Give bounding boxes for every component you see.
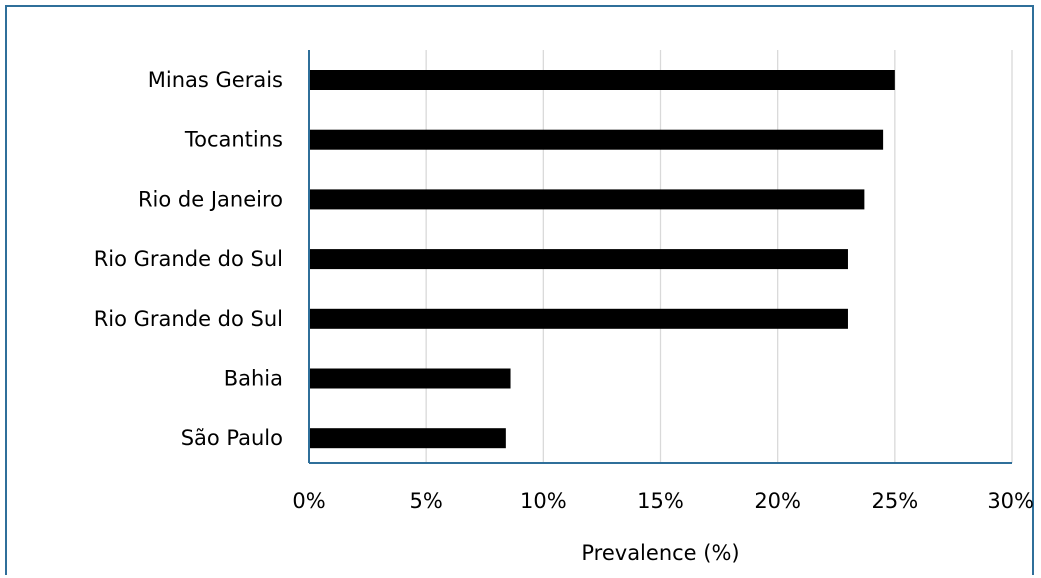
category-labels: Minas Gerais Tocantins Rio de Janeiro Rio G… <box>94 68 283 450</box>
bar <box>309 368 511 389</box>
category-label: Rio de Janeiro <box>138 187 283 211</box>
category-label: São Paulo <box>181 426 283 450</box>
x-tick-label: 5% <box>410 489 443 513</box>
x-axis-title: Prevalence (%) <box>581 541 739 565</box>
axes <box>308 50 1012 464</box>
bars <box>309 70 895 449</box>
x-tick-label: 10% <box>520 489 567 513</box>
bar <box>309 70 895 90</box>
x-tick-label: 30% <box>987 489 1034 513</box>
bar <box>309 308 848 329</box>
category-label: Rio Grande do Sul <box>94 307 283 331</box>
category-label: Rio Grande do Sul <box>94 247 283 271</box>
x-tick-label: 15% <box>637 489 684 513</box>
x-tick-labels: 0% 5% 10% 15% 20% 25% 30% <box>292 489 1034 513</box>
chart-frame <box>5 5 1034 575</box>
category-label: Tocantins <box>184 128 283 152</box>
x-tick-label: 20% <box>754 489 801 513</box>
bar <box>309 428 506 449</box>
bar <box>309 249 848 270</box>
bar <box>309 129 884 150</box>
bar <box>309 189 865 210</box>
category-label: Minas Gerais <box>148 68 283 92</box>
x-tick-label: 25% <box>871 489 918 513</box>
category-label: Bahia <box>224 367 283 391</box>
x-tick-label: 0% <box>292 489 325 513</box>
